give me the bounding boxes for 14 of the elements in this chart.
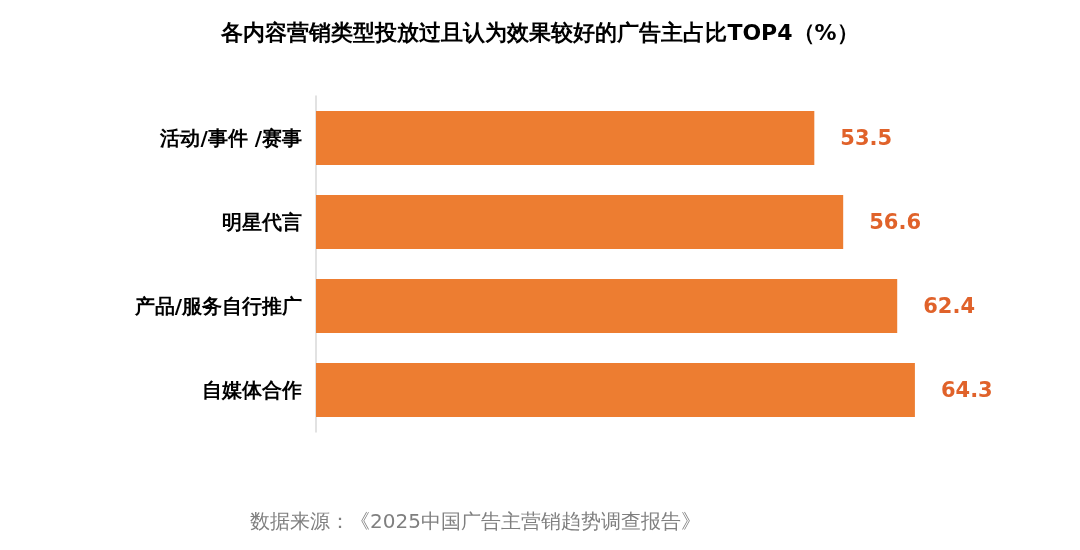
- y-tick-label: 产品/服务自行推广: [133, 294, 302, 318]
- bar: [316, 279, 898, 333]
- data-label: 64.3: [940, 378, 993, 402]
- bar: [316, 363, 915, 417]
- data-label: 62.4: [923, 294, 976, 318]
- bar: [316, 111, 815, 165]
- y-tick-label: 活动/事件 /赛事: [159, 126, 302, 150]
- data-label: 56.6: [869, 210, 922, 234]
- data-label: 53.5: [840, 126, 893, 150]
- y-tick-label: 明星代言: [222, 210, 302, 234]
- bar: [316, 195, 844, 249]
- chart-title: 各内容营销类型投放过且认为效果较好的广告主占比TOP4（%）: [220, 19, 859, 45]
- source-note: 数据来源：《2025中国广告主营销趋势调查报告》: [250, 509, 701, 533]
- y-tick-label: 自媒体合作: [202, 378, 302, 402]
